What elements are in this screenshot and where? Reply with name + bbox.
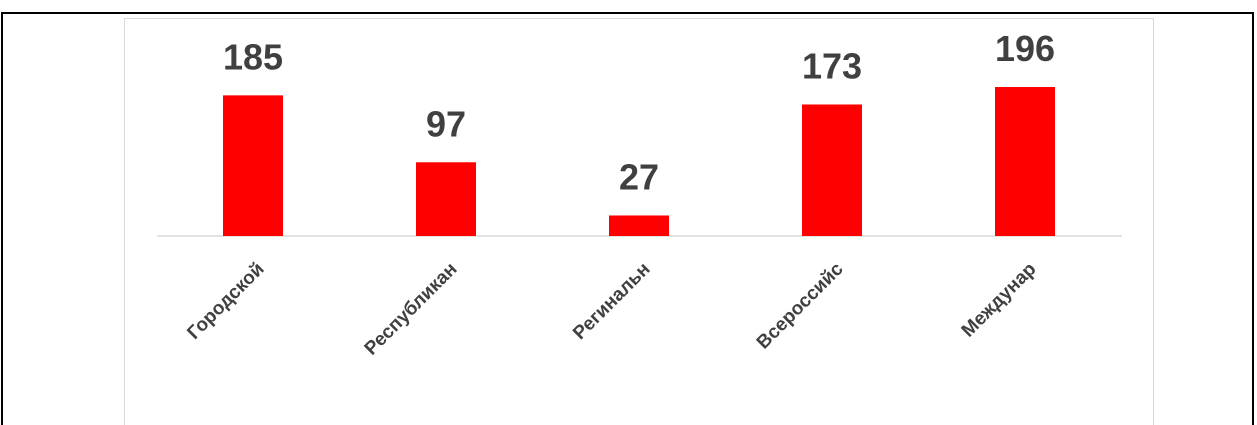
bar: [609, 215, 669, 236]
x-tick-label: Регинальн: [569, 259, 654, 344]
x-tick-label: Всероссийс: [753, 258, 848, 353]
bar: [802, 104, 862, 236]
plot-area-frame: [124, 18, 1154, 425]
data-label: 185: [223, 36, 283, 77]
bar: [995, 87, 1055, 236]
data-label: 173: [802, 45, 862, 86]
x-tick-label: Междунар: [958, 259, 1041, 342]
x-tick-label: Республикан: [361, 259, 462, 360]
data-label: 97: [426, 103, 466, 144]
data-label: 27: [619, 156, 659, 197]
data-label: 196: [995, 28, 1055, 69]
bar: [223, 95, 283, 236]
x-tick-label: Городской: [183, 259, 268, 344]
outer-frame: [1, 12, 1254, 425]
bar: [416, 162, 476, 236]
